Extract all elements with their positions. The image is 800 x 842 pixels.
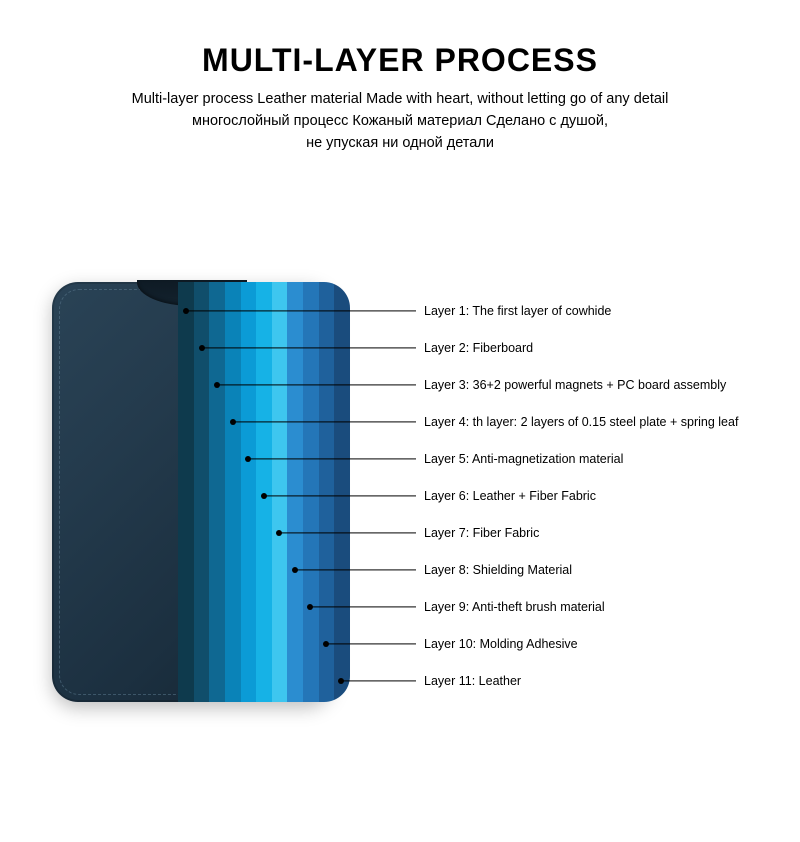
leader-dot	[323, 641, 329, 647]
layer-label-text: Layer 6: Leather + Fiber Fabric	[424, 489, 596, 503]
label-row-9: Layer 9: Anti-theft brush material	[360, 588, 780, 625]
stripe-3	[209, 282, 225, 702]
layer-label-text: Layer 1: The first layer of cowhide	[424, 304, 611, 318]
stripe-10	[319, 282, 335, 702]
leader-line	[233, 421, 417, 422]
leader-line	[217, 384, 416, 385]
layer-label-text: Layer 11: Leather	[424, 674, 521, 688]
leader-line	[279, 532, 416, 533]
leader-line	[341, 680, 416, 681]
leader-dot	[292, 567, 298, 573]
label-row-5: Layer 5: Anti-magnetization material	[360, 440, 780, 477]
stripe-9	[303, 282, 319, 702]
layer-label-text: Layer 2: Fiberboard	[424, 341, 533, 355]
layer-label-text: Layer 3: 36+2 powerful magnets + PC boar…	[424, 378, 726, 392]
label-row-10: Layer 10: Molding Adhesive	[360, 625, 780, 662]
label-row-1: Layer 1: The first layer of cowhide	[360, 292, 780, 329]
leader-line	[202, 347, 417, 348]
stripe-1	[178, 282, 194, 702]
label-row-2: Layer 2: Fiberboard	[360, 329, 780, 366]
leader-dot	[230, 419, 236, 425]
leader-line	[264, 495, 417, 496]
label-row-8: Layer 8: Shielding Material	[360, 551, 780, 588]
label-row-7: Layer 7: Fiber Fabric	[360, 514, 780, 551]
label-row-3: Layer 3: 36+2 powerful magnets + PC boar…	[360, 366, 780, 403]
stripe-5	[241, 282, 257, 702]
layer-diagram: Layer 1: The first layer of cowhide Layer…	[0, 242, 800, 802]
page-subtitle: Multi-layer process Leather material Mad…	[0, 89, 800, 154]
stripe-11	[334, 282, 350, 702]
leader-dot	[307, 604, 313, 610]
stripe-7	[272, 282, 288, 702]
label-row-11: Layer 11: Leather	[360, 662, 780, 699]
leader-dot	[199, 345, 205, 351]
stripe-4	[225, 282, 241, 702]
leader-line	[186, 310, 416, 311]
stripe-8	[287, 282, 303, 702]
leader-dot	[245, 456, 251, 462]
leader-line	[310, 606, 416, 607]
layer-labels: Layer 1: The first layer of cowhide Layer…	[360, 292, 780, 699]
leader-dot	[183, 308, 189, 314]
leader-line	[248, 458, 416, 459]
layer-label-text: Layer 9: Anti-theft brush material	[424, 600, 605, 614]
layer-label-text: Layer 7: Fiber Fabric	[424, 526, 539, 540]
leader-dot	[261, 493, 267, 499]
leader-line	[295, 569, 417, 570]
layer-label-text: Layer 8: Shielding Material	[424, 563, 572, 577]
label-row-4: Layer 4: th layer: 2 layers of 0.15 stee…	[360, 403, 780, 440]
leader-dot	[276, 530, 282, 536]
layer-label-text: Layer 4: th layer: 2 layers of 0.15 stee…	[424, 415, 738, 429]
layer-label-text: Layer 10: Molding Adhesive	[424, 637, 578, 651]
leader-dot	[338, 678, 344, 684]
layer-label-text: Layer 5: Anti-magnetization material	[424, 452, 623, 466]
leader-dot	[214, 382, 220, 388]
label-row-6: Layer 6: Leather + Fiber Fabric	[360, 477, 780, 514]
page-title: MULTI-LAYER PROCESS	[0, 42, 800, 79]
leader-line	[326, 643, 417, 644]
